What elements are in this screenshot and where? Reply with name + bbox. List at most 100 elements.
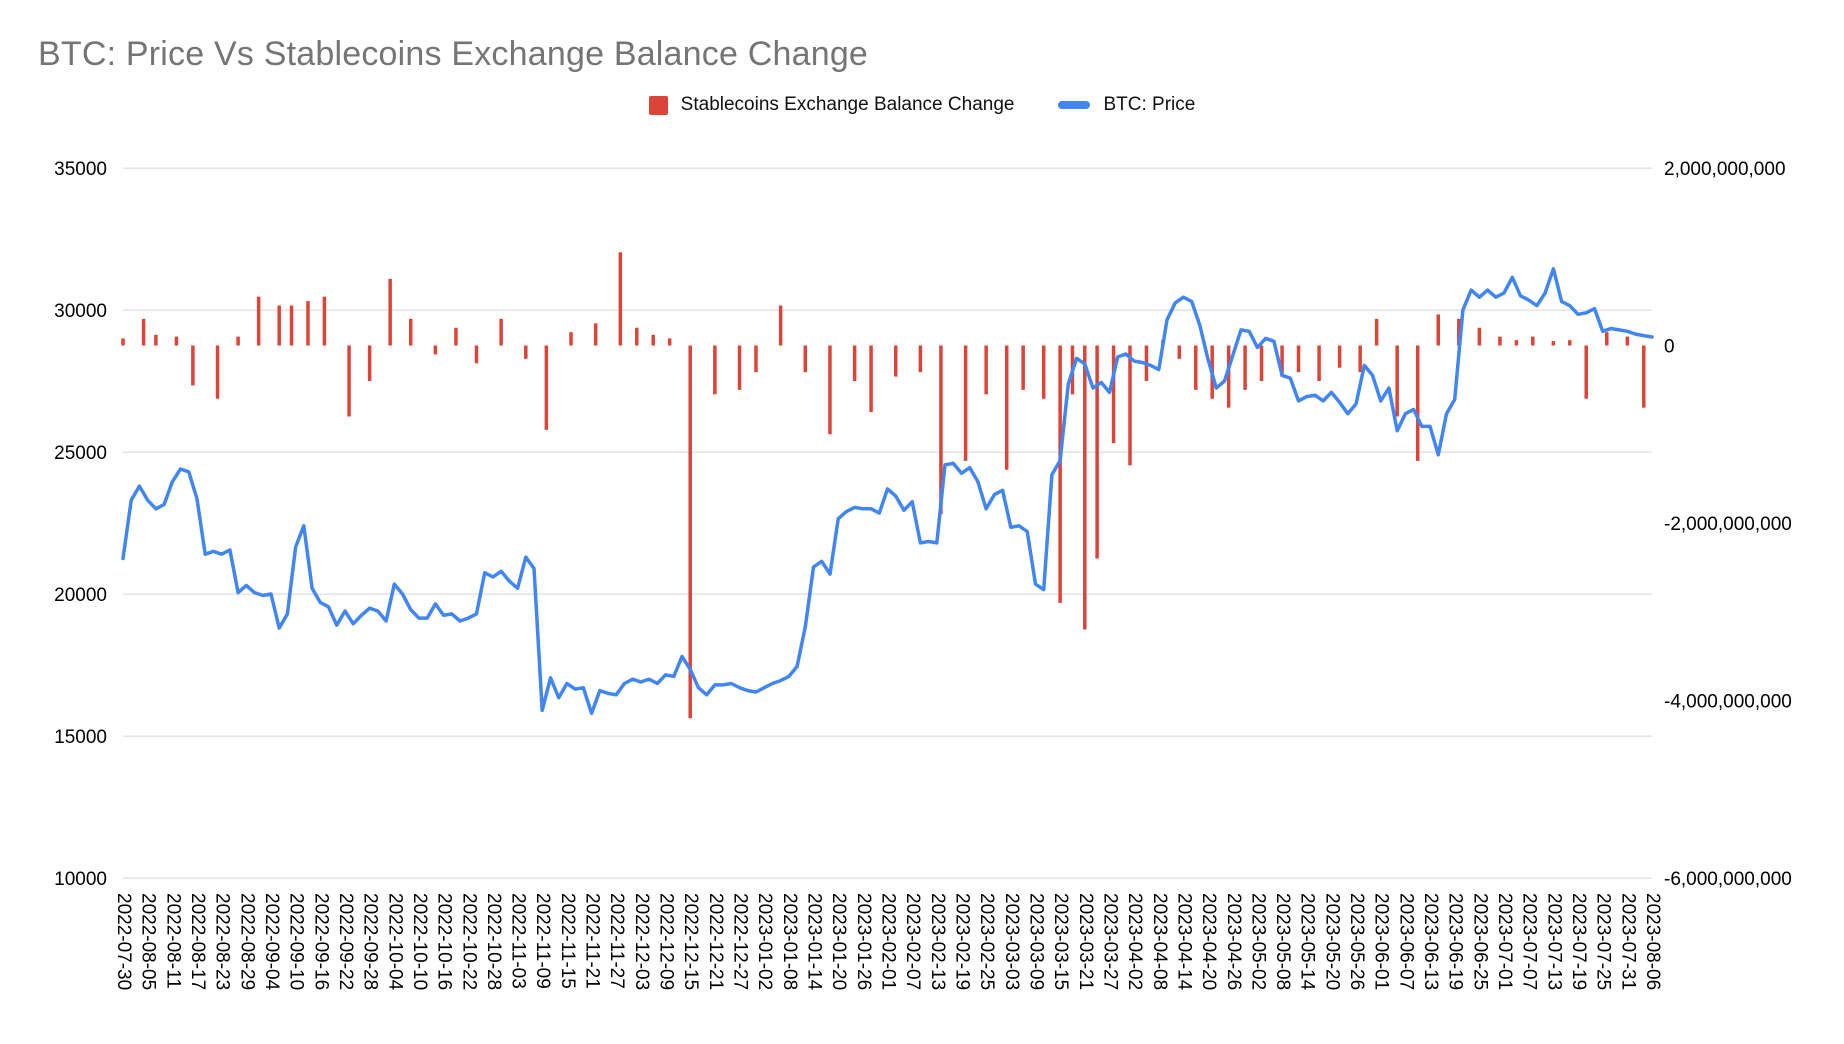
x-axis-date-label: 2023-04-14: [1173, 893, 1194, 991]
x-axis-date-label: 2022-11-27: [606, 893, 627, 989]
x-axis-date-label: 2023-06-13: [1420, 893, 1441, 990]
balance-change-bar: [1041, 345, 1046, 399]
balance-change-bar: [174, 336, 179, 346]
balance-change-bar: [635, 327, 639, 346]
balance-change-bar: [688, 345, 692, 719]
x-axis-date-label: 2023-03-03: [1001, 893, 1022, 990]
balance-change-bar: [322, 296, 327, 346]
x-axis-date-label: 2022-11-03: [508, 893, 529, 989]
x-axis-date-label: 2022-08-23: [212, 893, 233, 990]
balance-change-bar: [1004, 345, 1009, 470]
x-axis-date-label: 2022-09-16: [310, 893, 331, 990]
x-axis-date-label: 2022-09-22: [335, 893, 356, 990]
x-axis-date-label: 2023-03-15: [1050, 893, 1071, 990]
balance-change-bar: [1584, 345, 1588, 399]
x-axis-date-label: 2023-04-02: [1124, 893, 1145, 990]
balance-change-bar: [499, 318, 503, 346]
balance-change-bar: [778, 305, 783, 346]
balance-change-bar: [1395, 345, 1399, 417]
balance-change-bar: [454, 327, 458, 346]
x-axis-date-label: 2023-04-26: [1223, 893, 1244, 990]
x-axis-date-label: 2022-08-17: [187, 893, 208, 990]
x-axis-date-label: 2023-02-13: [927, 893, 948, 990]
balance-change-bar: [1642, 345, 1646, 408]
balance-change-bar: [256, 296, 261, 346]
left-axis-tick-label: 35000: [54, 159, 107, 180]
balance-change-bar: [918, 345, 923, 373]
x-axis-date-label: 2023-01-14: [804, 893, 825, 991]
bar-series-swatch-icon: [648, 95, 668, 115]
balance-change-bar: [651, 334, 655, 346]
balance-change-bar: [1083, 345, 1087, 630]
x-axis-date-label: 2022-10-10: [409, 893, 430, 990]
balance-change-bar: [1605, 332, 1609, 346]
balance-change-bar: [1337, 345, 1342, 368]
right-axis-tick-label: 0: [1664, 337, 1675, 358]
balance-change-bar: [593, 323, 598, 346]
x-axis-date-label: 2023-01-26: [853, 893, 874, 990]
balance-change-bar: [713, 345, 717, 395]
chart-title: BTC: Price Vs Stablecoins Exchange Balan…: [38, 34, 869, 73]
balance-change-bar: [215, 345, 220, 399]
balance-change-bar: [1415, 345, 1420, 461]
x-axis-date-label: 2022-11-15: [557, 893, 578, 989]
balance-change-bar: [347, 345, 351, 417]
x-axis-date-label: 2023-07-07: [1519, 893, 1540, 990]
balance-change-bar: [984, 345, 988, 395]
balance-change-bar: [1226, 345, 1231, 408]
left-axis-tick-label: 30000: [54, 301, 107, 322]
x-axis-date-label: 2023-05-08: [1272, 893, 1293, 990]
balance-change-bar: [1194, 345, 1198, 390]
balance-change-bar: [408, 318, 413, 346]
balance-change-bar: [1296, 345, 1301, 373]
legend-item-price: BTC: Price: [1058, 94, 1195, 116]
btc-price-line: [121, 267, 1654, 716]
x-axis-date-label: 2023-07-31: [1617, 893, 1638, 990]
right-axis-tick-label: -6,000,000,000: [1664, 869, 1792, 890]
x-axis-date-label: 2022-09-10: [286, 893, 307, 990]
x-axis-date-label: 2022-11-09: [532, 893, 553, 989]
balance-change-bar: [1551, 341, 1556, 346]
x-axis-date-label: 2023-01-20: [828, 893, 849, 990]
balance-change-bar: [893, 345, 898, 377]
balance-change-bar: [1568, 340, 1572, 346]
x-axis-date-label: 2023-07-13: [1543, 893, 1564, 990]
x-axis-date-label: 2023-07-19: [1568, 893, 1589, 990]
x-axis-date-label: 2022-10-04: [384, 893, 405, 991]
legend-label-balance: Stablecoins Exchange Balance Change: [680, 94, 1015, 115]
x-axis-date-label: 2023-02-07: [902, 893, 923, 990]
x-axis-date-label: 2023-04-08: [1149, 893, 1170, 990]
x-axis-date-label: 2022-12-21: [705, 893, 726, 990]
legend-item-balance: Stablecoins Exchange Balance Change: [648, 94, 1015, 116]
balance-change-bar: [852, 345, 857, 381]
x-axis-date-label: 2023-05-26: [1346, 893, 1367, 990]
balance-change-bar: [963, 345, 968, 461]
balance-change-bar: [121, 338, 125, 346]
balance-change-bar: [1358, 345, 1362, 373]
x-axis-date-label: 2023-05-14: [1297, 893, 1318, 991]
x-axis-date-label: 2022-12-03: [631, 893, 652, 990]
x-axis-date-label: 2023-02-19: [952, 893, 973, 990]
x-axis-date-label: 2022-08-11: [162, 893, 183, 989]
x-axis-date-label: 2022-10-28: [483, 893, 504, 990]
balance-change-bar: [569, 332, 573, 346]
balance-change-bar: [1095, 345, 1099, 559]
x-axis-date-label: 2023-05-20: [1321, 893, 1342, 990]
balance-change-bar: [1317, 345, 1321, 381]
balance-change-bar: [367, 345, 372, 381]
left-axis-tick-label: 20000: [54, 585, 107, 606]
balance-change-bar: [1111, 345, 1116, 444]
balance-change-bar: [869, 345, 873, 413]
balance-change-bar: [388, 278, 392, 346]
right-axis-tick-label: 2,000,000,000: [1664, 159, 1786, 180]
x-axis-date-label: 2023-06-19: [1445, 893, 1466, 990]
balance-change-bar: [289, 305, 294, 346]
x-axis-date-label: 2023-01-08: [779, 893, 800, 990]
balance-change-bar: [433, 345, 438, 355]
balance-change-bar: [828, 345, 832, 435]
line-series-swatch-icon: [1058, 101, 1091, 109]
x-axis-date-label: 2022-07-30: [113, 893, 134, 990]
legend-label-price: BTC: Price: [1103, 94, 1196, 115]
